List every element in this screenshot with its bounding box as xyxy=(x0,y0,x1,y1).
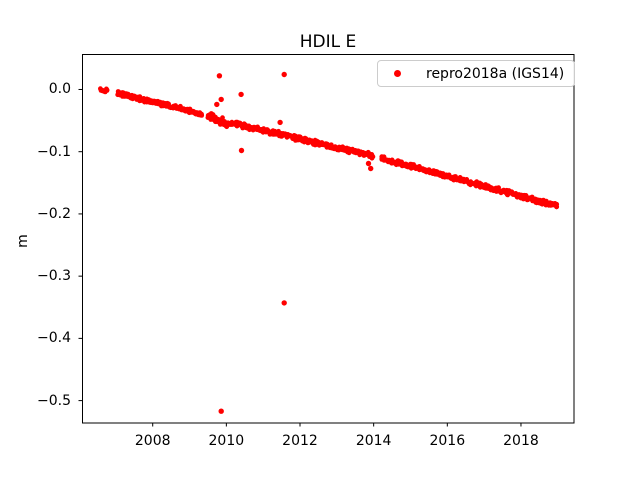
y-tick-label: −0.1 xyxy=(37,143,71,160)
y-tick-label: −0.4 xyxy=(37,330,71,347)
legend-marker-icon xyxy=(394,70,401,77)
data-point xyxy=(238,91,244,98)
data-point xyxy=(396,161,402,167)
data-point xyxy=(362,151,368,157)
data-point xyxy=(393,159,398,165)
data-point xyxy=(365,160,372,167)
data-point xyxy=(493,187,499,193)
data-point xyxy=(309,138,314,144)
x-tick-label: 2008 xyxy=(134,433,171,449)
data-point xyxy=(409,162,414,167)
data-point xyxy=(277,119,283,126)
data-point xyxy=(286,133,291,138)
y-tick-label: −0.2 xyxy=(37,205,71,222)
data-point xyxy=(281,300,287,306)
data-point xyxy=(238,147,245,154)
data-point xyxy=(543,198,549,204)
data-point xyxy=(273,130,278,136)
x-tick-label: 2014 xyxy=(355,433,392,449)
data-point xyxy=(525,196,531,202)
chart-title: HDIL E xyxy=(299,32,357,52)
data-point xyxy=(349,148,355,154)
legend-label: repro2018a (IGS14) xyxy=(426,65,565,82)
x-tick-label: 2018 xyxy=(503,433,539,449)
scatter-series xyxy=(98,71,560,414)
data-point xyxy=(543,202,549,207)
data-point xyxy=(324,141,330,147)
y-tick-label: 0.0 xyxy=(48,81,71,98)
data-point xyxy=(512,191,517,197)
data-point xyxy=(281,71,287,78)
data-point xyxy=(464,177,469,183)
axis-ticks xyxy=(78,88,522,427)
data-point xyxy=(218,96,224,103)
data-point xyxy=(104,88,110,93)
data-point xyxy=(368,165,374,172)
data-point xyxy=(518,195,524,201)
x-tick-label: 2012 xyxy=(282,433,318,449)
data-point xyxy=(523,193,529,198)
data-point xyxy=(199,113,205,118)
x-tick-label: 2010 xyxy=(208,433,245,449)
data-point xyxy=(435,171,441,177)
axes-frame xyxy=(82,54,575,424)
y-tick-label: −0.3 xyxy=(37,268,71,285)
data-point xyxy=(166,101,172,107)
data-point xyxy=(218,408,224,414)
data-point xyxy=(498,190,504,196)
data-point xyxy=(369,152,375,158)
legend: repro2018a (IGS14) xyxy=(377,60,575,87)
data-point xyxy=(234,123,240,128)
x-tick-label: 2016 xyxy=(429,433,466,449)
y-tick-label: −0.5 xyxy=(37,392,71,409)
data-point xyxy=(549,202,554,208)
data-point xyxy=(210,112,216,117)
data-point xyxy=(220,115,225,121)
data-point xyxy=(554,201,560,207)
data-point xyxy=(214,101,220,108)
data-point xyxy=(216,73,223,79)
data-point xyxy=(298,136,303,142)
